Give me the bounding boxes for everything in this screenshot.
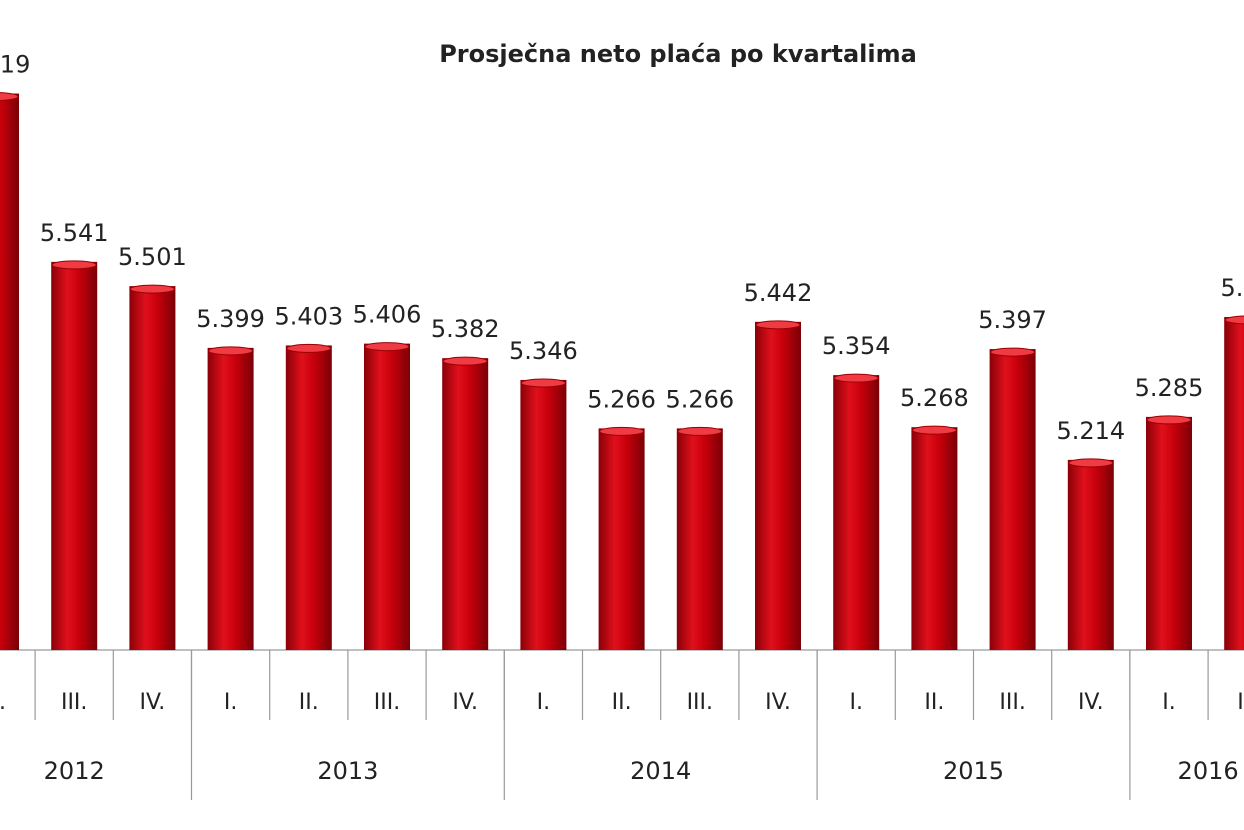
value-label: 5.541 [40, 219, 109, 247]
x-tick-label: III. [61, 690, 87, 715]
value-label: 5.45 [1220, 274, 1244, 302]
bar [755, 321, 801, 650]
bar [1146, 416, 1192, 650]
x-tick-label: IV. [765, 690, 791, 715]
bar [1067, 459, 1114, 650]
bar-cap [1146, 415, 1192, 425]
bar [285, 345, 332, 650]
bar-cap [0, 92, 19, 101]
value-label: 5.397 [978, 306, 1047, 334]
bar [989, 349, 1036, 650]
bar [598, 428, 645, 650]
bar-cap [364, 342, 410, 352]
x-tick-label: II. [1237, 690, 1244, 715]
x-tick-label: II. [0, 690, 6, 715]
x-tick-label: III. [374, 690, 400, 715]
bar [0, 93, 19, 650]
year-label: 2015 [943, 757, 1004, 785]
value-label: 5.214 [1056, 417, 1125, 445]
bar-cap [755, 320, 801, 330]
value-label: 5.354 [822, 332, 891, 360]
value-label: 5.346 [509, 337, 578, 365]
year-label: 2013 [317, 757, 378, 785]
year-label: 2016 [1178, 757, 1239, 785]
x-tick-label: I. [224, 690, 237, 715]
bar [129, 286, 176, 650]
value-label: 5.382 [431, 315, 500, 343]
x-tick-label: III. [687, 690, 713, 715]
bar-cap [599, 426, 645, 436]
bar-cap [911, 425, 957, 435]
x-tick-label: IV. [140, 690, 166, 715]
bar-cap [677, 426, 723, 436]
bar [520, 379, 567, 650]
value-label: 5.266 [587, 385, 656, 413]
x-tick-label: III. [999, 690, 1025, 715]
chart-title: Prosječna neto plaća po kvartalima [439, 40, 917, 68]
value-label: 5.406 [353, 301, 422, 329]
bar-cap [990, 347, 1036, 357]
bar-cap [129, 284, 175, 294]
bar [442, 358, 489, 650]
bar-cap [833, 373, 879, 383]
bar [911, 427, 958, 650]
value-label: 5.285 [1135, 374, 1204, 402]
bar-cap [208, 346, 254, 356]
x-tick-label: I. [1162, 690, 1175, 715]
value-label: 5.819 [0, 51, 30, 79]
bar [364, 343, 410, 650]
bar [1224, 316, 1244, 650]
bar-cap [442, 356, 488, 366]
value-label: 5.268 [900, 384, 969, 412]
value-label: 5.266 [665, 385, 734, 413]
bar-cap [520, 378, 566, 388]
bar-cap [1224, 315, 1244, 325]
bar [676, 428, 723, 650]
x-tick-label: IV. [452, 690, 478, 715]
year-label: 2012 [44, 757, 105, 785]
bar [51, 261, 98, 650]
x-tick-label: I. [537, 690, 550, 715]
x-tick-label: II. [924, 690, 944, 715]
bar-cap [51, 260, 97, 270]
x-tick-label: II. [299, 690, 319, 715]
value-label: 5.399 [196, 305, 265, 333]
bar-cap [1068, 458, 1114, 468]
value-label: 5.442 [744, 279, 813, 307]
bar-cap [286, 343, 332, 353]
bar [207, 347, 254, 650]
x-tick-label: I. [849, 690, 862, 715]
value-label: 5.403 [274, 302, 343, 330]
x-tick-label: IV. [1078, 690, 1104, 715]
value-label: 5.501 [118, 243, 187, 271]
year-label: 2014 [630, 757, 691, 785]
x-tick-label: II. [612, 690, 632, 715]
bar [833, 375, 880, 650]
